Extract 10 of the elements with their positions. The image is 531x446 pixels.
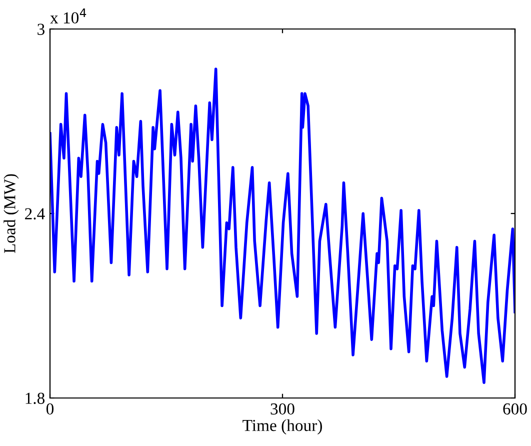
y-tick-label: 1.8: [26, 392, 45, 404]
line-series: [50, 68, 515, 384]
y-tick-label: 3: [38, 24, 44, 35]
text: x 10$^{4}$: [50, 8, 86, 24]
x-axis-title: Time (hour): [242, 419, 322, 434]
y-tick-label: 2.4: [25, 208, 45, 220]
x-tick-label: 0: [46, 403, 54, 415]
x-tick-label: 300: [270, 403, 294, 415]
x-tick-label: 600: [503, 403, 527, 415]
y-axis-title: Load (MW): [4, 174, 19, 254]
